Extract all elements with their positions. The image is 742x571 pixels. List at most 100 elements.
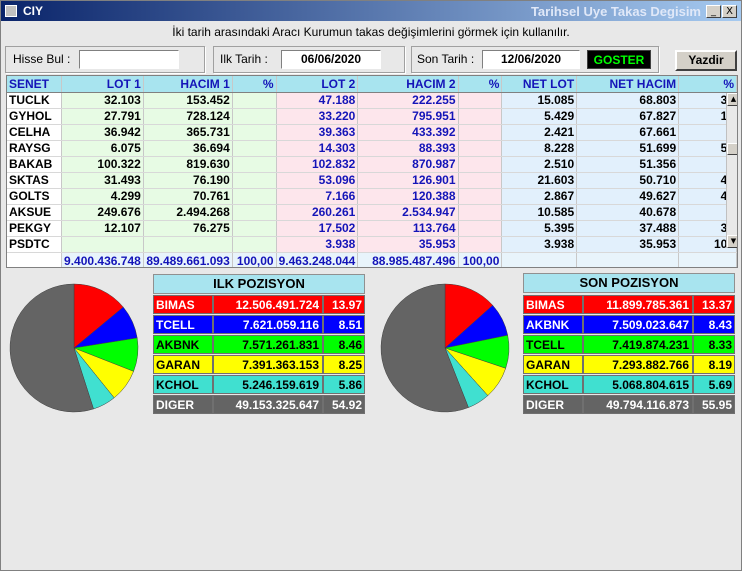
cell-lot1: 249.676	[61, 204, 144, 221]
column-header-senet[interactable]: SENET	[7, 76, 63, 93]
cell-netlot: 15.085	[501, 92, 578, 109]
table-row[interactable]: TUCLK 32.103 153.452 47.188 222.255 15.085 68.…	[7, 92, 737, 109]
cell-hacim1: 728.124	[143, 108, 233, 125]
print-button[interactable]: Yazdir	[675, 50, 737, 71]
cell-lot1: 6.075	[61, 140, 144, 157]
cell-hacim1: 819.630	[143, 156, 233, 173]
position-percent: 8.33	[693, 335, 735, 354]
app-icon	[5, 5, 17, 17]
cell-nethacim: 40.678	[576, 204, 680, 221]
scroll-down-icon[interactable]: ▼	[727, 235, 737, 248]
scroll-up-icon[interactable]: ▲	[727, 93, 737, 106]
cell-lot1: 27.791	[61, 108, 144, 125]
search-input[interactable]	[80, 51, 178, 68]
position-name: GARAN	[153, 355, 213, 374]
total-pct2: 100,00	[458, 251, 503, 267]
vertical-scrollbar[interactable]: ▲ ▼	[726, 93, 737, 248]
position-percent: 8.46	[323, 335, 365, 354]
total-lot2: 9.463.248.044	[276, 251, 359, 267]
position-percent: 13.37	[693, 295, 735, 314]
start-date-label: Ilk Tarih :	[220, 52, 268, 66]
cell-hacim2: 222.255	[357, 92, 459, 109]
cell-netlot: 2.421	[501, 124, 578, 141]
column-header-pct2[interactable]: %	[458, 76, 503, 93]
column-header-pct3[interactable]: %	[678, 76, 737, 93]
position-name: BIMAS	[523, 295, 583, 314]
position-value: 12.506.491.724	[213, 295, 323, 314]
cell-pct2	[458, 204, 503, 221]
cell-hacim2: 870.987	[357, 156, 459, 173]
table-row[interactable]: RAYSG6.07536.69414.30388.3938.22851.6995…	[7, 140, 737, 157]
window-caption: Tarihsel Uye Takas Degisim	[530, 4, 701, 19]
cell-hacim1: 2.494.268	[143, 204, 233, 221]
column-header-hacim2[interactable]: HACIM 2	[357, 76, 459, 93]
cell-lot1: 12.107	[61, 220, 144, 237]
cell-pct1	[232, 172, 277, 189]
cell-nethacim: 67.661	[576, 124, 680, 141]
cell-hacim2: 113.764	[357, 220, 459, 237]
column-header-lot1[interactable]: LOT 1	[61, 76, 144, 93]
show-button[interactable]: GOSTER	[587, 50, 651, 69]
cell-lot2: 102.832	[276, 156, 359, 173]
cell-pct3: 100	[678, 236, 737, 253]
cell-lot2: 260.261	[276, 204, 359, 221]
minimize-button[interactable]: _	[706, 5, 721, 18]
table-row[interactable]: BAKAB 100.322 819.630 102.832 870.987 2.510 51…	[7, 156, 737, 173]
holdings-grid[interactable]: SENET LOT 1 HACIM 1% LOT 2 HACIM 2% NET LOT NE…	[6, 75, 738, 268]
column-header-netlot[interactable]: NET LOT	[501, 76, 578, 93]
cell-senet: GOLTS	[7, 188, 63, 205]
cell-pct1	[232, 92, 277, 109]
start-date-field[interactable]: 06/06/2020	[281, 50, 381, 69]
cell-hacim1: 36.694	[143, 140, 233, 157]
title-bar[interactable]: CIY Tarihsel Uye Takas Degisim _ X	[1, 1, 741, 21]
cell-hacim2: 88.393	[357, 140, 459, 157]
cell-lot1: 4.299	[61, 188, 144, 205]
position-percent: 5.86	[323, 375, 365, 394]
cell-senet: GYHOL	[7, 108, 63, 125]
table-row[interactable]: GYHOL 27.791 728.124 33.220 795.951 5.429 67.8…	[7, 108, 737, 125]
end-date-label: Son Tarih :	[417, 52, 475, 66]
cell-pct2	[458, 156, 503, 173]
column-header-nethacim[interactable]: NET HACIM	[576, 76, 680, 93]
table-row[interactable]: PEKGY 12.107 76.275 17.502 113.764 5.395 37.48…	[7, 220, 737, 237]
close-button[interactable]: X	[722, 5, 737, 18]
column-header-hacim1[interactable]: HACIM 1	[143, 76, 233, 93]
pie-slice-diger	[380, 283, 469, 413]
cell-lot1: 31.493	[61, 172, 144, 189]
end-date-group	[411, 46, 659, 73]
grid-body: TUCLK 32.103 153.452 47.188 222.255 15.085 68.…	[7, 92, 737, 267]
column-header-pct1[interactable]: %	[232, 76, 277, 93]
grid-header-row: SENET LOT 1 HACIM 1% LOT 2 HACIM 2% NET LOT NE…	[7, 76, 737, 93]
position-row-garan: GARAN 7.391.363.153 8.25	[153, 355, 365, 374]
cell-lot2: 47.188	[276, 92, 359, 109]
position-row-kchol: KCHOL 5.068.804.615 5.69	[523, 375, 735, 394]
column-header-lot2[interactable]: LOT 2	[276, 76, 359, 93]
end-date-field[interactable]: 12/06/2020	[482, 50, 580, 69]
cell-pct3: 31	[678, 92, 737, 109]
position-name: DIGER	[153, 395, 213, 414]
table-row[interactable]: PSDTC 3.938 35.953 3.938 35.953 100	[7, 236, 737, 253]
position-value: 5.246.159.619	[213, 375, 323, 394]
position-row-tcell: TCELL 7.419.874.231 8.33	[523, 335, 735, 354]
scroll-thumb[interactable]	[727, 143, 737, 155]
search-group	[5, 46, 205, 73]
position-value: 49.153.325.647	[213, 395, 323, 414]
search-field[interactable]	[79, 50, 179, 69]
cell-hacim2: 433.392	[357, 124, 459, 141]
position-row-bimas: BIMAS 12.506.491.724 13.97	[153, 295, 365, 314]
table-row[interactable]: AKSUE 249.676 2.494.268 260.261 2.534.947 10.…	[7, 204, 737, 221]
table-row[interactable]: GOLTS4.29970.7617.166120.3882.86749.6274…	[7, 188, 737, 205]
total-lot1: 9.400.436.748	[61, 251, 144, 267]
table-row[interactable]: SKTAS 31.493 76.190 53.096 126.901 21.603 50.7…	[7, 172, 737, 189]
cell-pct3: 30	[678, 220, 737, 237]
total-pct3	[678, 251, 737, 267]
position-percent: 8.19	[693, 355, 735, 374]
position-value: 11.899.785.361	[583, 295, 693, 314]
table-row[interactable]: CELHA 36.942 365.731 39.363 433.392 2.421 67.6…	[7, 124, 737, 141]
pie-slice-bimas	[73, 283, 124, 349]
position-value: 7.391.363.153	[213, 355, 323, 374]
cell-pct1	[232, 236, 277, 253]
position-row-garan: GARAN 7.293.882.766 8.19	[523, 355, 735, 374]
cell-pct2	[458, 124, 503, 141]
cell-lot2: 17.502	[276, 220, 359, 237]
